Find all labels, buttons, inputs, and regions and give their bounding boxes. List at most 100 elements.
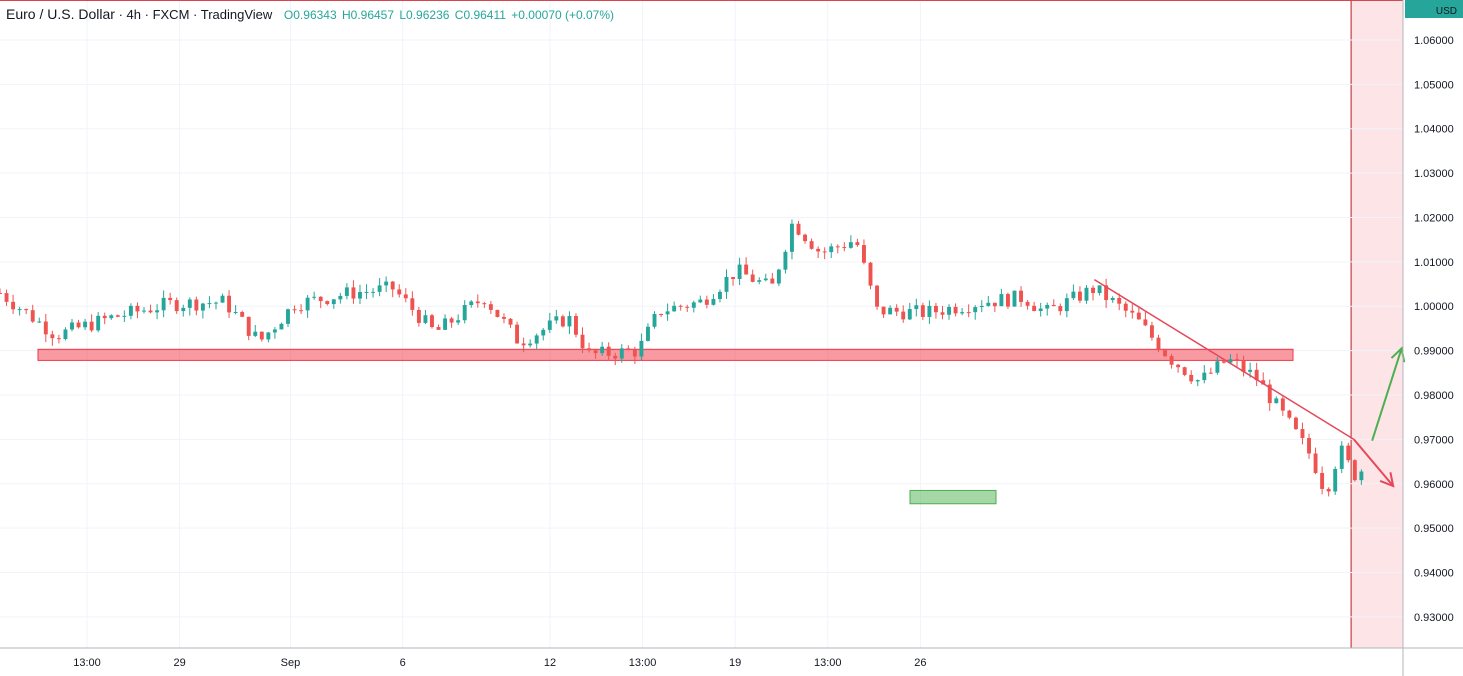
candle-body (1163, 350, 1167, 357)
candle-body (187, 299, 192, 308)
candle-body (1182, 367, 1187, 375)
symbol-legend[interactable]: Euro / U.S. Dollar · 4h · FXCM · Trading… (6, 6, 616, 22)
candle-body (1117, 297, 1122, 304)
source-label: FXCM (152, 7, 190, 22)
candle-body (1051, 304, 1056, 307)
candle-body (17, 309, 22, 311)
candle-body (822, 251, 827, 253)
candle-body (1110, 297, 1115, 301)
candle-body (646, 326, 650, 341)
candle-body (37, 321, 42, 323)
candle-body (737, 264, 742, 280)
candle-body (305, 297, 310, 311)
symbol-name: Euro / U.S. Dollar (6, 6, 115, 22)
candle-body (704, 299, 709, 305)
legend-sep: · (144, 7, 153, 22)
candle-body (436, 327, 441, 330)
candle-body (89, 321, 94, 331)
candle-body (763, 278, 768, 281)
candle-body (1293, 417, 1298, 430)
candle-body (1254, 369, 1259, 381)
ohlc-values: O0.96343 H0.96457 L0.96236 C0.96411 +0.0… (284, 8, 616, 22)
candle-body (371, 291, 376, 293)
candle-body (358, 291, 362, 299)
candle-body (508, 318, 513, 325)
candle-body (691, 302, 696, 308)
candles (0, 219, 1364, 497)
candle-body (861, 245, 866, 263)
candle-body (1300, 429, 1305, 439)
candle-body (259, 331, 264, 340)
candle-body (920, 305, 925, 317)
candle-body (593, 350, 598, 354)
candle-body (331, 299, 336, 305)
candle-body (240, 312, 245, 317)
low-value: L0.96236 (399, 8, 450, 22)
future-shade (1350, 0, 1403, 648)
candle-body (109, 315, 114, 319)
candle-body (377, 285, 382, 292)
current-price-text: 0.96411 (1410, 0, 1449, 3)
candle-body (364, 291, 369, 293)
grid (0, 0, 1403, 648)
legend-sep: · (193, 7, 201, 22)
candle-body (796, 223, 801, 235)
y-tick-label: 0.99000 (1414, 346, 1454, 358)
candle-body (1261, 380, 1266, 385)
candle-body (227, 295, 232, 313)
candle-body (829, 246, 834, 253)
candle-body (907, 309, 912, 320)
zones[interactable] (37, 348, 1294, 505)
candle-body (430, 315, 434, 328)
candle-body (842, 247, 847, 249)
candle-body (966, 312, 971, 314)
candle-body (1176, 364, 1181, 368)
candle-body (521, 343, 526, 346)
candle-body (698, 299, 703, 303)
candle-body (1326, 488, 1331, 492)
candle-body (1280, 398, 1285, 411)
candle-body (390, 281, 395, 290)
change-value: +0.00070 (+0.07%) (511, 8, 615, 22)
x-tick-label: 26 (914, 657, 926, 669)
candle-body (528, 343, 533, 346)
candle-body (1333, 468, 1338, 492)
candle-body (835, 246, 840, 248)
high-value: H0.96457 (341, 8, 395, 22)
candle-body (50, 334, 55, 339)
candle-body (214, 302, 218, 304)
candle-body (1019, 290, 1023, 302)
candle-body (534, 335, 539, 344)
candle-body (999, 294, 1004, 307)
candle-body (652, 313, 657, 327)
candle-body (266, 332, 271, 340)
candle-body (416, 309, 421, 323)
candle-body (940, 312, 945, 315)
x-tick-label: 13:00 (73, 657, 101, 669)
y-tick-label: 1.04000 (1414, 124, 1454, 136)
candle-body (207, 303, 212, 305)
candle-body (567, 316, 572, 327)
candle-body (547, 320, 552, 330)
candle-body (1091, 287, 1095, 294)
candle-body (30, 310, 35, 322)
candle-body (1045, 304, 1050, 309)
candle-body (1123, 303, 1128, 311)
candle-body (770, 278, 775, 284)
candle-body (502, 316, 506, 319)
candle-body (76, 322, 81, 328)
candle-body (1084, 287, 1089, 301)
candle-body (1195, 380, 1200, 382)
candle-body (449, 318, 454, 323)
candle-body (1359, 471, 1364, 481)
time-axis[interactable]: 13:00 29 Sep 6 12 13:00 19 13:00 26 (0, 647, 1463, 669)
candle-body (122, 315, 127, 317)
y-tick-label: 1.00000 (1414, 301, 1454, 313)
candle-body (115, 315, 120, 317)
candle-body (574, 316, 578, 335)
candle-body (750, 274, 755, 282)
candle-body (488, 304, 493, 310)
price-axis[interactable]: 1.06000 1.05000 1.04000 1.03000 1.02000 1.010… (1402, 0, 1454, 676)
candle-body (973, 307, 978, 313)
